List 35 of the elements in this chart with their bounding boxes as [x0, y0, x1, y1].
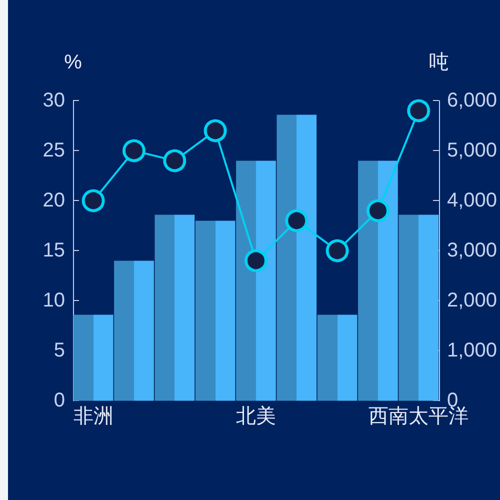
y-tick-label: 15: [42, 240, 65, 262]
point: [285, 209, 308, 232]
x-tick-label: 北美: [236, 404, 276, 428]
bar: [358, 160, 398, 401]
y-axis-title: %: [64, 52, 82, 74]
y2-tick-label: 4,000: [446, 190, 498, 212]
y2-tick-label: 6,000: [446, 90, 498, 112]
point: [366, 199, 390, 222]
point: [122, 139, 146, 162]
bar: [236, 160, 276, 401]
y-tick-label: 30: [42, 90, 65, 112]
y2-tick-label: 1,000: [446, 340, 498, 362]
y-tick-label: 20: [42, 190, 65, 212]
bar: [195, 220, 236, 401]
y2-axis-title: 吨: [428, 52, 449, 74]
point: [407, 99, 430, 122]
point: [82, 189, 105, 212]
y-tick-label: 0: [54, 390, 65, 412]
bar: [154, 214, 195, 401]
bar: [317, 314, 358, 401]
bar: [73, 314, 114, 401]
y-tick-label: 10: [42, 290, 65, 312]
y2-tick-label: 2,000: [446, 290, 498, 312]
y2-tick-label: 5,000: [446, 140, 498, 162]
point: [326, 239, 349, 262]
x-tick-label: 非洲: [73, 406, 114, 428]
y-tick-label: 5: [54, 340, 65, 362]
point: [204, 119, 227, 142]
bar: [398, 214, 439, 401]
bar: [114, 260, 154, 401]
point: [244, 249, 268, 272]
bar: [276, 114, 317, 401]
y2-tick-label: 3,000: [446, 240, 498, 262]
y-tick-label: 25: [42, 140, 65, 162]
point: [163, 149, 186, 172]
